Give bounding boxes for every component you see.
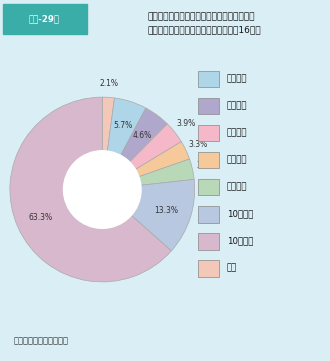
Bar [198, 234, 219, 250]
Bar [198, 261, 219, 277]
Bar [198, 206, 219, 222]
Text: 4.6%: 4.6% [133, 131, 152, 140]
Text: 5.7%: 5.7% [114, 121, 133, 130]
Text: 13.3%: 13.3% [154, 205, 179, 214]
Bar [198, 152, 219, 168]
Text: １年未満: １年未満 [227, 74, 248, 83]
Text: 10年未満: 10年未満 [227, 209, 253, 218]
Text: 第１-29図: 第１-29図 [28, 14, 59, 23]
Bar [198, 98, 219, 114]
Text: ５年未満: ５年未満 [227, 182, 248, 191]
Text: 6,503件: 6,503件 [85, 196, 119, 206]
Wedge shape [130, 124, 181, 169]
Wedge shape [120, 108, 167, 162]
Text: 63.3%: 63.3% [29, 213, 53, 222]
Text: ２年未満: ２年未満 [227, 101, 248, 110]
Text: 自動車等による死亡事故発生件数（第１当事
者）の免許取得経過年数別内訳（平成16年）: 自動車等による死亡事故発生件数（第１当事 者）の免許取得経過年数別内訳（平成16… [148, 13, 261, 35]
Wedge shape [131, 179, 195, 251]
Wedge shape [136, 142, 189, 177]
Text: ４年未満: ４年未満 [227, 155, 248, 164]
Bar [198, 179, 219, 196]
Text: 3.6%: 3.6% [196, 161, 215, 170]
FancyBboxPatch shape [3, 4, 87, 34]
Bar [198, 125, 219, 141]
Wedge shape [10, 97, 171, 282]
Wedge shape [139, 159, 194, 185]
Text: 不明: 不明 [227, 264, 237, 273]
Circle shape [63, 151, 141, 229]
Text: ３年未満: ３年未満 [227, 128, 248, 137]
Wedge shape [108, 98, 146, 155]
Text: 合　計: 合 計 [93, 176, 112, 186]
Bar [198, 71, 219, 87]
Text: 3.3%: 3.3% [189, 140, 208, 149]
Text: 10年以上: 10年以上 [227, 236, 253, 245]
Text: 3.9%: 3.9% [176, 119, 195, 128]
Text: 注　警察庁資料による。: 注 警察庁資料による。 [13, 337, 68, 345]
Text: 2.1%: 2.1% [100, 79, 119, 88]
Wedge shape [102, 97, 115, 151]
